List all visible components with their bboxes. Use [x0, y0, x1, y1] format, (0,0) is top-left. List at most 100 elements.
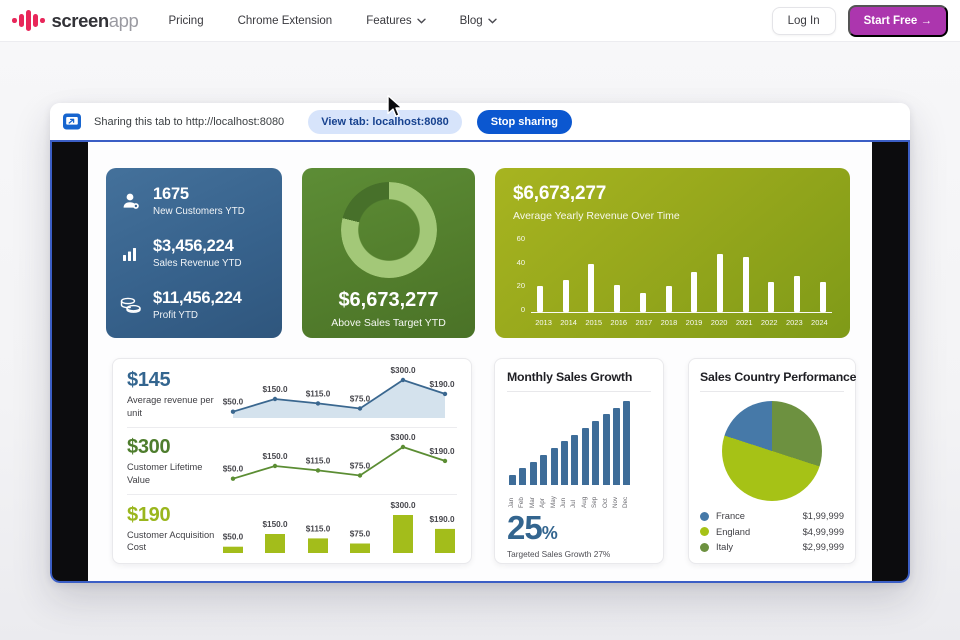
metric-value: $300 [127, 436, 171, 459]
legend-value: $1,99,999 [802, 511, 844, 521]
legend-name: France [716, 511, 745, 521]
kpi-label: Profit YTD [153, 310, 199, 321]
month-labels: Jan Feb Mar Apr May Jun Jul Aug Sep Oct Nov Dec [508, 496, 630, 508]
yearly-value: $6,673,277 [513, 183, 607, 204]
legend-name: England [716, 526, 751, 537]
svg-text:$150.0: $150.0 [262, 385, 287, 394]
hero-section: Sharing this tab to http://localhost:808… [0, 42, 960, 640]
monthly-growth-card: Monthly Sales Growth Jan Feb Mar Apr May Jun J… [494, 358, 664, 564]
yearly-bar-chart: 60 40 20 0 2013 2014 2015 2016 2017 2018 2019 2020… [513, 235, 832, 327]
pie-chart [722, 401, 822, 501]
metric-lifetime-value: $300 Customer Lifetime Value $50.0 $150.0… [127, 428, 457, 495]
nav-item-pricing[interactable]: Pricing [168, 14, 204, 27]
sales-dashboard: 1675 New Customers YTD $3,456,224 Sales … [88, 142, 872, 581]
metric-value: $190 [127, 503, 171, 526]
bars [531, 235, 832, 313]
country-performance-card: Sales Country Performance France $1,99,9… [688, 358, 856, 564]
kpi-label: New Customers YTD [153, 206, 245, 217]
chevron-down-icon [487, 18, 497, 24]
x-axis-labels: 2013 2014 2015 2016 2017 2018 2019 2020 2021 2022… [535, 318, 828, 327]
metric-label: Customer Acquisition Cost [127, 529, 215, 552]
kpi-sales-revenue: $3,456,224 Sales Revenue YTD [120, 237, 268, 269]
divider [700, 391, 844, 392]
brand-name: screenapp [51, 9, 139, 31]
view-tab-chip[interactable]: View tab: localhost:8080 [308, 109, 462, 134]
start-free-button[interactable]: Start Free → [847, 4, 948, 37]
nav-item-chrome-extension[interactable]: Chrome Extension [237, 14, 333, 27]
svg-text:$190.0: $190.0 [429, 380, 454, 389]
shared-tab-window: Sharing this tab to http://localhost:808… [50, 103, 910, 583]
svg-text:$300.0: $300.0 [390, 366, 415, 375]
metric-label: Customer Lifetime Value [127, 462, 203, 485]
logo-soundbars-icon [12, 10, 45, 31]
svg-text:$75.0: $75.0 [350, 529, 371, 538]
svg-text:$115.0: $115.0 [306, 389, 331, 398]
kpi-value: $11,456,224 [153, 289, 242, 307]
captured-tab-content: 1675 New Customers YTD $3,456,224 Sales … [50, 140, 910, 583]
screen-share-icon [63, 113, 81, 130]
kpi-new-customers: 1675 New Customers YTD [120, 185, 268, 217]
unit-metrics-card: $145 Average revenue per unit $50.0 $150.… [112, 358, 472, 564]
svg-text:$50.0: $50.0 [223, 465, 244, 474]
tab-sharing-bar: Sharing this tab to http://localhost:808… [50, 103, 910, 140]
legend-row-italy: Italy $2,99,999 [700, 542, 844, 552]
svg-text:$150.0: $150.0 [262, 452, 287, 461]
legend-dot [700, 542, 709, 552]
bar-chart-icon [120, 244, 142, 262]
bar-spark-chart: $50.0 $150.0 $115.0 $75.0 $300.0 $190.0 [223, 501, 455, 553]
nav-item-blog[interactable]: Blog [460, 15, 497, 27]
legend-dot [700, 527, 709, 536]
kpi-summary-card: 1675 New Customers YTD $3,456,224 Sales … [106, 168, 282, 338]
line-spark-chart: $50.0 $150.0 $115.0 $75.0 $300.0 $190.0 [223, 433, 455, 481]
card-title: Monthly Sales Growth [507, 370, 633, 384]
y-axis-ticks: 60 40 20 0 [516, 234, 525, 314]
svg-text:$300.0: $300.0 [390, 501, 415, 510]
metric-avg-revenue: $145 Average revenue per unit $50.0 $150.… [127, 361, 457, 428]
kpi-profit: $11,456,224 Profit YTD [120, 289, 268, 321]
svg-text:$190.0: $190.0 [429, 514, 454, 523]
legend-value: $4,99,999 [802, 526, 844, 537]
svg-text:$75.0: $75.0 [350, 462, 371, 471]
divider [507, 391, 651, 392]
target-value: $6,673,277 [338, 289, 439, 311]
metric-acquisition-cost: $190 Customer Acquisition Cost $50.0 $150… [127, 495, 457, 562]
svg-text:$300.0: $300.0 [390, 433, 415, 442]
legend-name: Italy [716, 542, 734, 552]
person-icon [120, 192, 142, 211]
svg-text:$75.0: $75.0 [350, 395, 371, 404]
target-label: Above Sales Target YTD [331, 317, 446, 329]
growth-percent: 25% [507, 509, 558, 546]
stop-sharing-button[interactable]: Stop sharing [476, 109, 572, 134]
monthly-bar-chart [507, 401, 651, 485]
sharing-message: Sharing this tab to http://localhost:808… [94, 115, 285, 128]
legend-dot [700, 511, 709, 521]
logo[interactable]: screenapp [12, 9, 139, 32]
sales-target-card: $6,673,277 Above Sales Target YTD [302, 168, 475, 338]
svg-text:$115.0: $115.0 [306, 524, 331, 533]
chevron-down-icon [416, 18, 426, 24]
metric-value: $145 [127, 369, 171, 392]
card-title: Sales Country Performance [700, 370, 857, 384]
coins-icon [120, 296, 142, 314]
kpi-label: Sales Revenue YTD [153, 258, 242, 269]
svg-text:$190.0: $190.0 [429, 447, 454, 456]
nav-item-features[interactable]: Features [366, 15, 426, 27]
top-nav: screenapp Pricing Chrome Extension Featu… [0, 0, 960, 42]
login-button[interactable]: Log In [771, 6, 836, 35]
kpi-value: 1675 [153, 185, 189, 203]
svg-text:$115.0: $115.0 [306, 456, 331, 465]
area-spark-chart: $50.0 $150.0 $115.0 $75.0 $300.0 $190.0 [223, 366, 455, 418]
legend-value: $2,99,999 [802, 542, 844, 552]
legend-row-france: France $1,99,999 [700, 511, 844, 521]
yearly-subtitle: Average Yearly Revenue Over Time [513, 210, 680, 222]
growth-caption: Targeted Sales Growth 27% [507, 549, 611, 559]
svg-text:$50.0: $50.0 [223, 398, 244, 407]
svg-text:$150.0: $150.0 [262, 520, 287, 529]
svg-text:$50.0: $50.0 [223, 532, 244, 541]
metric-label: Average revenue per unit [127, 395, 214, 418]
kpi-value: $3,456,224 [153, 237, 234, 255]
donut-chart [340, 182, 437, 278]
yearly-revenue-card: $6,673,277 Average Yearly Revenue Over T… [495, 168, 850, 338]
nav-links: Pricing Chrome Extension Features Blog [168, 14, 497, 27]
legend-row-england: England $4,99,999 [700, 527, 844, 537]
